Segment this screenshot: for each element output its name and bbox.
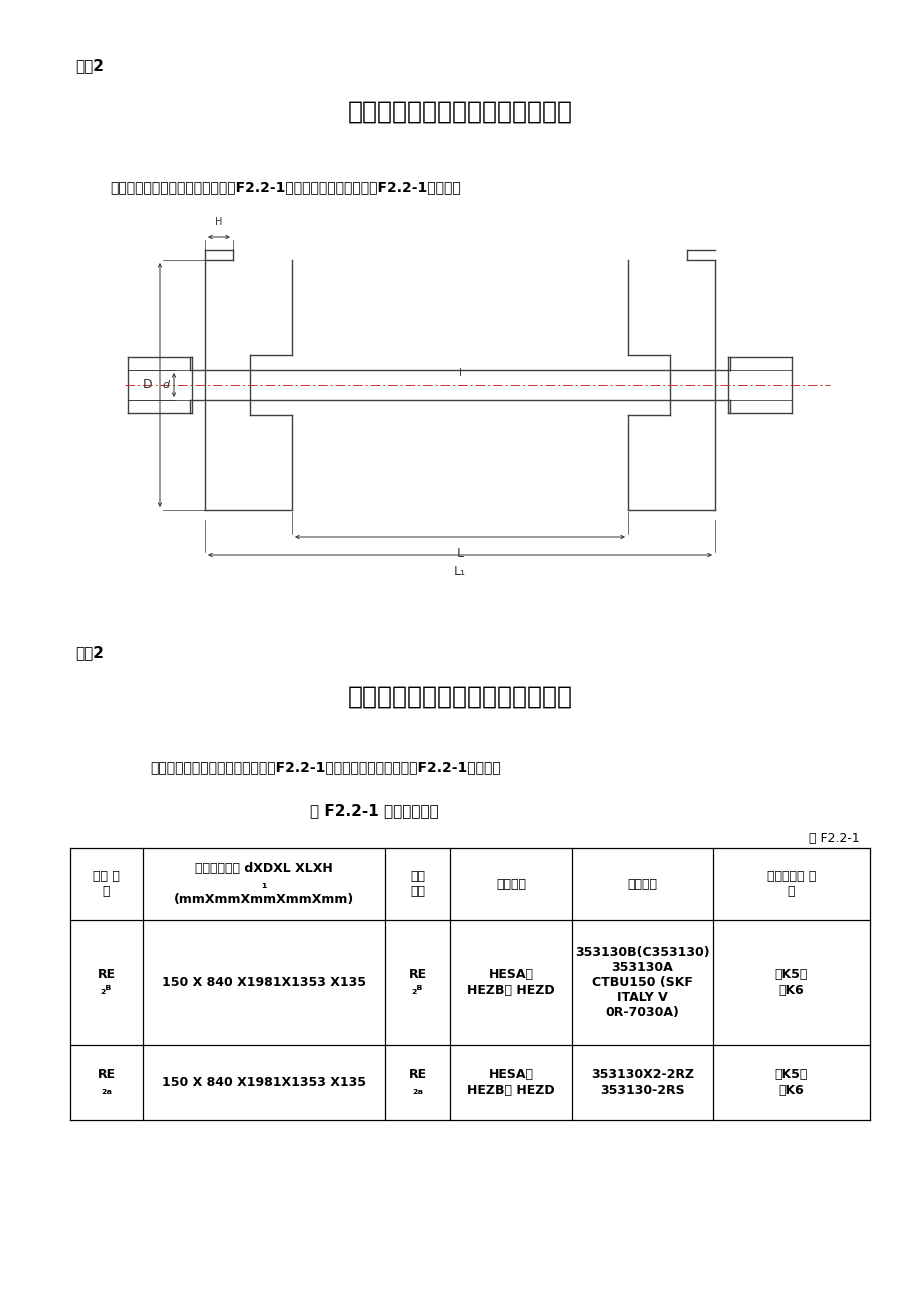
Text: RE
₂ₐ: RE ₂ₐ xyxy=(97,1069,116,1096)
Text: HESA、
HEZB、 HEZD: HESA、 HEZB、 HEZD xyxy=(467,969,554,996)
Text: 车轮型号: 车轮型号 xyxy=(495,878,526,891)
Text: 353130X2-2RZ
353130-2RS: 353130X2-2RZ 353130-2RS xyxy=(590,1069,693,1096)
Text: 车轴
型号: 车轴 型号 xyxy=(410,870,425,898)
Text: 150 X 840 X1981X1353 X135: 150 X 840 X1981X1353 X135 xyxy=(162,976,366,990)
Text: 轮对 型
号: 轮对 型 号 xyxy=(93,870,119,898)
Text: 转K5、
转K6: 转K5、 转K6 xyxy=(774,969,807,996)
Text: 适用转向架 型
号: 适用转向架 型 号 xyxy=(766,870,815,898)
Text: HESA、
HEZB、 HEZD: HESA、 HEZB、 HEZD xyxy=(467,1069,554,1096)
Text: H: H xyxy=(215,217,222,227)
Text: 轮对型式根据车轴型式确定，如图F2.2-1所示；基本尺寸应符合表F2.2-1的规定。: 轮对型式根据车轴型式确定，如图F2.2-1所示；基本尺寸应符合表F2.2-1的规… xyxy=(110,180,460,194)
Text: RE
₂ₐ: RE ₂ₐ xyxy=(408,1069,426,1096)
Text: 轴承型号: 轴承型号 xyxy=(627,878,657,891)
Text: 图 F2.2-1 滚动轴承轮对: 图 F2.2-1 滚动轴承轮对 xyxy=(310,803,438,818)
Text: RE
₂ᴮ: RE ₂ᴮ xyxy=(408,969,426,996)
Text: 353130B(C353130)
353130A
CTBU150 (SKF
ITALY V
0R-7030A): 353130B(C353130) 353130A CTBU150 (SKF IT… xyxy=(574,947,709,1019)
Text: 轮对型式根据车轴型式确定，如图F2.2-1所示；基本尺寸应符合表F2.2-1的规定。: 轮对型式根据车轴型式确定，如图F2.2-1所示；基本尺寸应符合表F2.2-1的规… xyxy=(150,760,500,773)
Text: 附录2: 附录2 xyxy=(75,59,104,73)
Text: D: D xyxy=(143,379,153,392)
Text: 轮对基本尺寸 dXDXL XLXH
₁
(mmXmmXmmXmmXmm): 轮对基本尺寸 dXDXL XLXH ₁ (mmXmmXmmXmmXmm) xyxy=(174,862,354,905)
Text: 转K5、
转K6: 转K5、 转K6 xyxy=(774,1069,807,1096)
Text: RE
₂ᴮ: RE ₂ᴮ xyxy=(97,969,116,996)
Text: 铁路货车主要轮对型式和基本尺寸: 铁路货车主要轮对型式和基本尺寸 xyxy=(347,100,572,124)
Text: L₁: L₁ xyxy=(453,565,466,578)
Text: 表 F2.2-1: 表 F2.2-1 xyxy=(809,832,859,845)
Text: 附录2: 附录2 xyxy=(75,644,104,660)
Text: L: L xyxy=(456,547,463,560)
Text: d: d xyxy=(163,380,169,391)
Text: 铁路货车主要轮对型式和基本尺寸: 铁路货车主要轮对型式和基本尺寸 xyxy=(347,685,572,710)
Text: 150 X 840 X1981X1353 X135: 150 X 840 X1981X1353 X135 xyxy=(162,1075,366,1088)
